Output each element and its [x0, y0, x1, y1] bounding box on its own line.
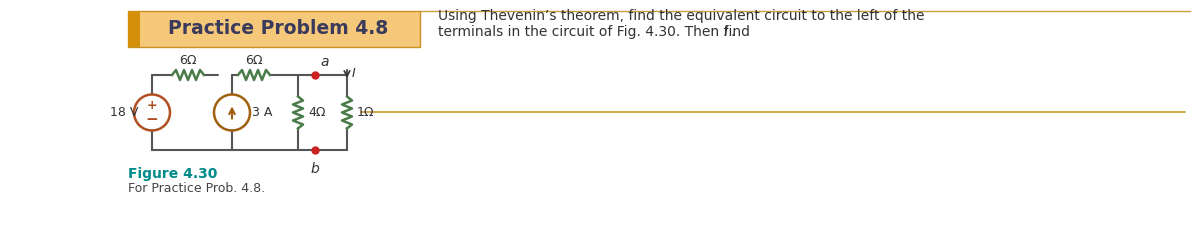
Text: +: +	[146, 99, 157, 112]
Text: 3 A: 3 A	[252, 106, 272, 119]
FancyBboxPatch shape	[128, 11, 420, 47]
Text: 6Ω: 6Ω	[245, 54, 263, 67]
Text: Practice Problem 4.8: Practice Problem 4.8	[168, 20, 388, 38]
Text: terminals in the circuit of Fig. 4.30. Then find: terminals in the circuit of Fig. 4.30. T…	[438, 25, 755, 39]
Text: a: a	[320, 55, 329, 69]
Text: Figure 4.30: Figure 4.30	[128, 167, 217, 181]
Text: I: I	[352, 67, 355, 80]
Text: I: I	[724, 25, 727, 39]
Text: .: .	[730, 25, 734, 39]
Text: −: −	[145, 112, 158, 127]
Text: 4Ω: 4Ω	[308, 106, 325, 119]
Text: 6Ω: 6Ω	[179, 54, 197, 67]
Text: 1Ω: 1Ω	[358, 106, 374, 119]
FancyBboxPatch shape	[128, 11, 140, 47]
Text: Using Thevenin’s theorem, find the equivalent circuit to the left of the: Using Thevenin’s theorem, find the equiv…	[438, 9, 924, 23]
Text: For Practice Prob. 4.8.: For Practice Prob. 4.8.	[128, 182, 265, 195]
Text: 18 V: 18 V	[109, 106, 138, 119]
Text: b: b	[311, 162, 319, 176]
